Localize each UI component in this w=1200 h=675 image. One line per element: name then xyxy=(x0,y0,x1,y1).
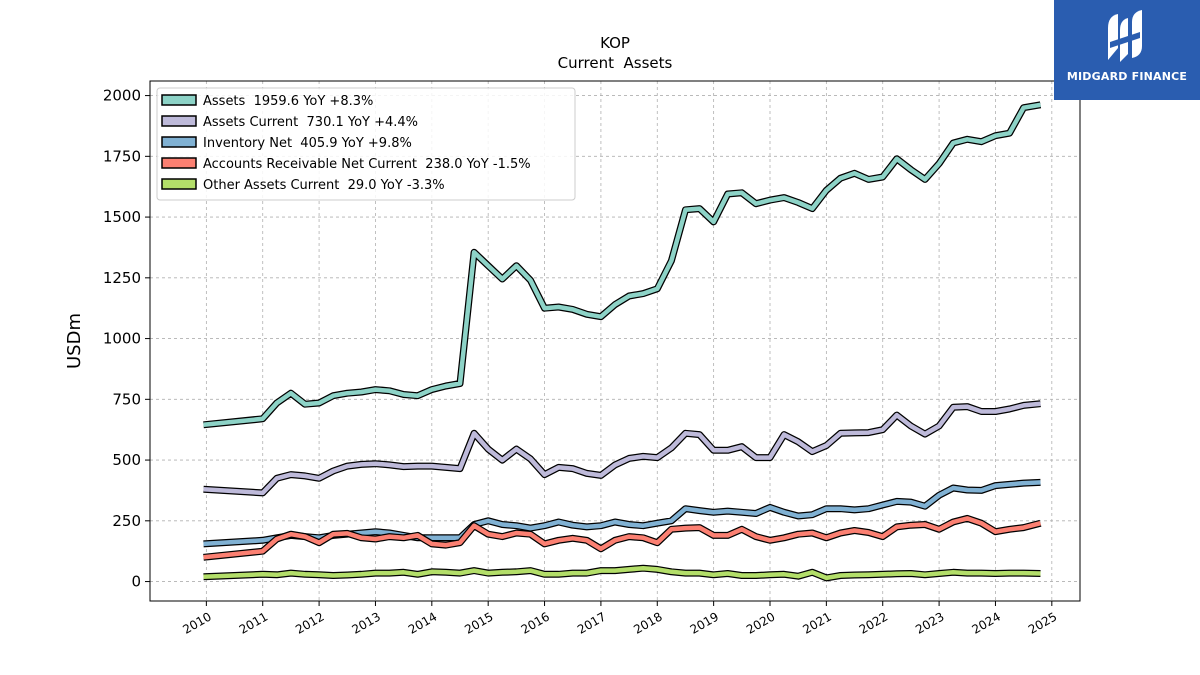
x-tick-label: 2012 xyxy=(293,609,326,636)
plot-frame xyxy=(149,80,1081,602)
x-tick-label: 2019 xyxy=(688,609,721,636)
x-tick-label: 2024 xyxy=(970,609,1003,636)
chart-title: KOP xyxy=(600,34,630,52)
series-line-outline xyxy=(203,400,1041,497)
midgard-logo-icon xyxy=(1108,10,1142,62)
legend-box xyxy=(156,87,576,201)
y-axis-label: USDm xyxy=(64,313,85,369)
legend-label: Inventory Net 405.9 YoY +9.8% xyxy=(203,136,412,151)
x-tick-label: 2016 xyxy=(519,609,552,636)
legend-swatch xyxy=(161,115,197,127)
x-tick-label: 2015 xyxy=(462,609,495,636)
x-tick-label: 2022 xyxy=(857,609,890,636)
legend-swatch xyxy=(161,178,197,190)
brand-logo: MIDGARD FINANCE xyxy=(1054,0,1200,100)
x-tick-label: 2020 xyxy=(744,609,777,636)
series-line xyxy=(203,401,1041,496)
legend-label: Assets Current 730.1 YoY +4.4% xyxy=(203,115,418,130)
series-line xyxy=(203,480,1041,547)
brand-logo-text: MIDGARD FINANCE xyxy=(1066,70,1188,83)
x-tick-label: 2021 xyxy=(800,609,833,636)
x-tick-label: 2023 xyxy=(913,609,946,636)
y-tick-label: 1500 xyxy=(103,208,141,226)
legend-swatch xyxy=(161,136,197,148)
x-tick-label: 2013 xyxy=(350,609,383,636)
y-tick-label: 250 xyxy=(112,512,141,530)
y-tick-label: 1250 xyxy=(103,269,141,287)
y-tick-label: 1750 xyxy=(103,147,141,165)
x-tick-label: 2014 xyxy=(406,609,439,636)
legend-label: Assets 1959.6 YoY +8.3% xyxy=(203,94,373,109)
series-line xyxy=(203,102,1041,428)
y-tick-label: 500 xyxy=(112,451,141,469)
legend-label: Other Assets Current 29.0 YoY -3.3% xyxy=(203,178,445,193)
x-tick-label: 2010 xyxy=(180,609,213,636)
x-tick-label: 2011 xyxy=(237,609,270,636)
y-tick-label: 2000 xyxy=(103,87,141,105)
x-tick-label: 2017 xyxy=(575,609,608,636)
legend-label: Accounts Receivable Net Current 238.0 Yo… xyxy=(203,157,531,172)
legend-swatch xyxy=(161,157,197,169)
series-line xyxy=(203,565,1041,581)
y-tick-label: 1000 xyxy=(103,330,141,348)
x-tick-label: 2018 xyxy=(631,609,664,636)
series-group xyxy=(203,101,1042,582)
x-tick-label: 2025 xyxy=(1026,609,1059,636)
legend-swatch xyxy=(161,94,197,106)
y-tick-label: 0 xyxy=(131,573,141,591)
legend: Assets 1959.6 YoY +8.3% Assets Current 73… xyxy=(156,87,576,201)
y-tick-label: 750 xyxy=(112,390,141,408)
series-line xyxy=(203,516,1042,560)
chart-subtitle: Current Assets xyxy=(558,54,673,72)
